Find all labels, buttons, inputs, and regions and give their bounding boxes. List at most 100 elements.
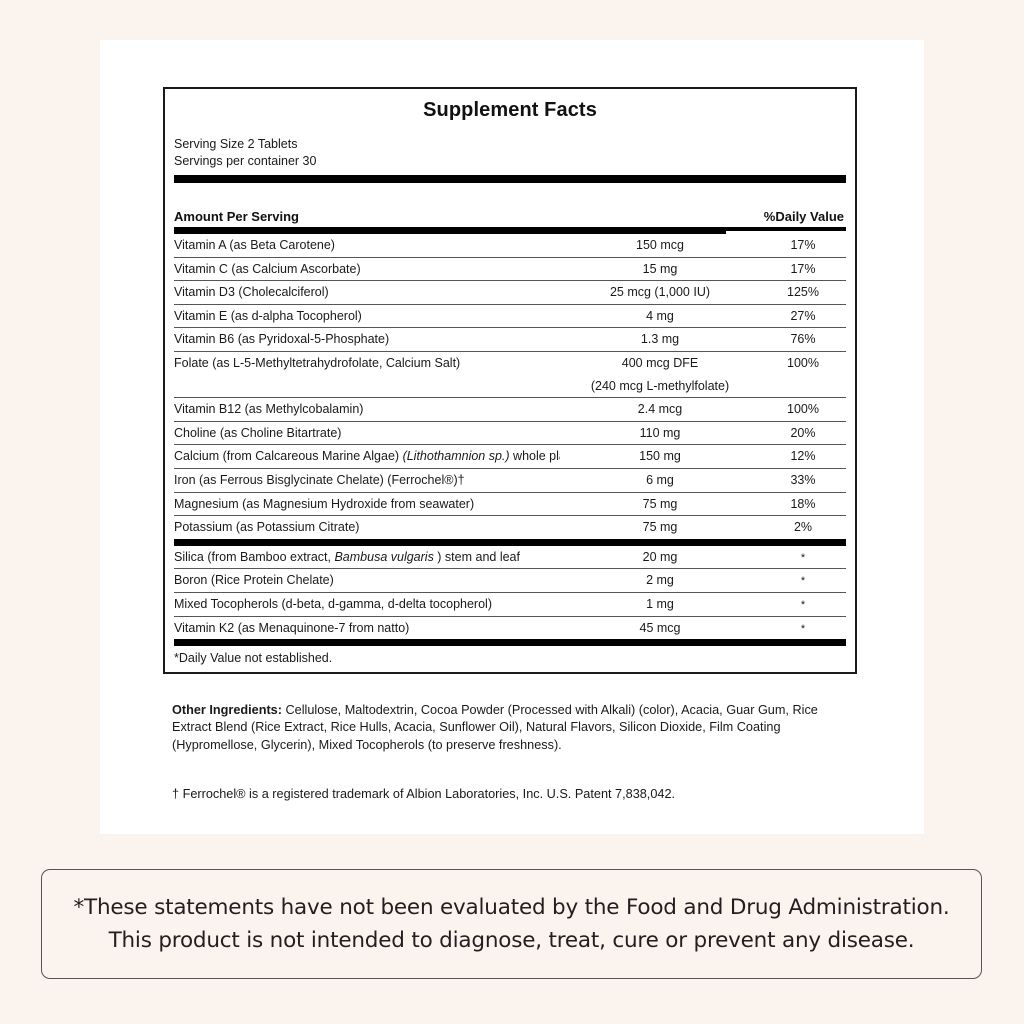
nutrient-dv: 20% — [790, 425, 816, 440]
nutrient-amount: 75 mg — [642, 496, 678, 511]
nutrient-name: Folate (as L-5-Methyltetrahydrofolate, C… — [174, 355, 461, 370]
servings-per-container: Servings per container 30 — [174, 153, 317, 168]
nutrient-dv: 17% — [790, 238, 816, 252]
panel-title: Supplement Facts — [423, 99, 597, 121]
nutrient-dv: 18% — [790, 496, 816, 511]
row-divider — [174, 444, 846, 446]
nutrient-name: Vitamin B12 (as Methylcobalamin) — [174, 402, 364, 417]
table-row: Silica (from Bamboo extract, Bambusa vul… — [174, 546, 846, 569]
fda-disclaimer-box: *These statements have not been evaluate… — [41, 869, 982, 979]
table-row: Calcium (from Calcareous Marine Algae) (… — [174, 445, 846, 468]
row-divider — [174, 303, 846, 305]
other-ingredients-label: Other Ingredients: — [172, 703, 282, 717]
nutrient-name: Vitamin A (as Beta Carotene) — [174, 238, 335, 252]
table-row: Magnesium (as Magnesium Hydroxide from s… — [174, 493, 846, 516]
serving-size: Serving Size 2 Tablets — [174, 137, 298, 151]
nutrient-amount: 15 mg — [642, 261, 678, 276]
nutrient-amount: 25 mcg (1,000 IU) — [609, 285, 711, 300]
nutrient-amount: 400 mcg DFE — [621, 355, 699, 370]
column-header-row: Amount Per Serving %Daily Value — [174, 209, 846, 227]
no-dv-rows: Silica (from Bamboo extract, Bambusa vul… — [174, 546, 846, 639]
row-divider — [174, 256, 846, 258]
nutrient-amount: 4 mg — [646, 308, 674, 323]
nutrient-amount: 150 mcg — [636, 238, 684, 252]
table-row: Iron (as Ferrous Bisglycinate Chelate) (… — [174, 469, 846, 492]
nutrient-amount: 1.3 mg — [640, 332, 680, 347]
row-divider — [174, 615, 846, 617]
supplement-facts-panel: Supplement Facts Serving Size 2 Tablets … — [163, 87, 857, 675]
amount-per-serving-header: Amount Per Serving — [174, 209, 299, 224]
table-row: Mixed Tocopherols (d-beta, d-gamma, d-de… — [174, 593, 846, 616]
nutrient-dv: 33% — [790, 472, 816, 487]
nutrient-dv: 2% — [793, 520, 813, 535]
nutrient-name: Iron (as Ferrous Bisglycinate Chelate) (… — [174, 472, 465, 487]
nutrient-amount: 1 mg — [646, 596, 674, 611]
nutrient-subnote: (240 mcg L-methylfolate) — [590, 378, 730, 393]
nutrient-dv: 27% — [790, 308, 816, 323]
daily-value-footnote: *Daily Value not established. — [174, 651, 333, 666]
table-subrow: (240 mcg L-methylfolate) — [174, 375, 846, 398]
nutrient-dv: 12% — [790, 449, 816, 464]
nutrient-amount: 2 mg — [646, 573, 674, 588]
other-ingredients-text: Cellulose, Maltodextrin, Cocoa Powder (P… — [172, 703, 818, 752]
row-divider — [174, 280, 846, 282]
nutrient-dv: 100% — [787, 402, 819, 417]
disclaimer-line-1: *These statements have not been evaluate… — [73, 895, 950, 920]
nutrient-dv: * — [800, 598, 806, 611]
row-divider — [174, 591, 846, 593]
nutrient-dv: * — [800, 575, 806, 588]
disclaimer-line-2: This product is not intended to diagnose… — [108, 928, 915, 953]
nutrient-amount: 110 mg — [639, 425, 681, 440]
table-row: Vitamin A (as Beta Carotene) 150 mcg 17% — [174, 234, 846, 257]
row-divider — [174, 568, 846, 570]
nutrient-name: Boron (Rice Protein Chelate) — [174, 573, 334, 588]
row-divider — [174, 420, 846, 422]
table-row: Choline (as Choline Bitartrate) 110 mg 2… — [174, 422, 846, 445]
nutrient-rows: Vitamin A (as Beta Carotene) 150 mcg 17%… — [174, 234, 846, 539]
divider-thick-bottom — [174, 639, 846, 647]
nutrient-name: Vitamin C (as Calcium Ascorbate) — [174, 261, 361, 276]
nutrient-name: Vitamin K2 (as Menaquinone-7 from natto) — [174, 620, 410, 635]
trademark-note: † Ferrochel® is a registered trademark o… — [172, 787, 676, 801]
divider-under-header — [174, 227, 846, 234]
nutrient-name: Mixed Tocopherols (d-beta, d-gamma, d-de… — [174, 596, 492, 611]
nutrient-name: Silica (from Bamboo extract, Bambusa vul… — [174, 549, 520, 564]
nutrient-dv: 100% — [787, 355, 819, 370]
nutrient-name: Vitamin B6 (as Pyridoxal-5-Phosphate) — [174, 332, 390, 347]
nutrient-dv: * — [800, 622, 806, 635]
divider-thick-top — [174, 175, 846, 183]
divider-thick-middle — [174, 538, 846, 546]
nutrient-name: Vitamin E (as d-alpha Tocopherol) — [174, 308, 362, 323]
other-ingredients: Other Ingredients: Cellulose, Maltodextr… — [172, 702, 854, 754]
nutrient-amount: 75 mg — [642, 520, 678, 535]
table-row: Vitamin B6 (as Pyridoxal-5-Phosphate) 1.… — [174, 328, 846, 351]
table-row: Vitamin E (as d-alpha Tocopherol) 4 mg 2… — [174, 305, 846, 328]
table-row: Vitamin B12 (as Methylcobalamin) 2.4 mcg… — [174, 398, 846, 421]
row-divider — [174, 491, 846, 493]
nutrient-dv: 17% — [790, 261, 816, 276]
nutrient-amount: 2.4 mcg — [637, 402, 683, 417]
row-divider — [174, 350, 846, 352]
nutrient-amount: 150 mg — [639, 449, 681, 464]
label-card: Supplement Facts Serving Size 2 Tablets … — [100, 40, 924, 834]
table-row: Vitamin C (as Calcium Ascorbate) 15 mg 1… — [174, 258, 846, 281]
row-divider — [174, 327, 846, 329]
nutrient-amount: 45 mcg — [639, 620, 681, 635]
nutrient-amount: 6 mg — [646, 472, 674, 487]
row-divider — [174, 397, 846, 399]
nutrient-name: Vitamin D3 (Cholecalciferol) — [174, 285, 329, 300]
nutrient-dv: * — [800, 551, 806, 564]
table-row: Potassium (as Potassium Citrate) 75 mg 2… — [174, 516, 846, 539]
table-row: Vitamin D3 (Cholecalciferol) 25 mcg (1,0… — [174, 281, 846, 304]
nutrient-name: Calcium (from Calcareous Marine Algae) (… — [174, 449, 560, 464]
row-divider — [174, 467, 846, 469]
nutrient-name: Magnesium (as Magnesium Hydroxide from s… — [174, 496, 475, 511]
row-divider — [174, 515, 846, 517]
nutrient-dv: 125% — [787, 285, 819, 300]
nutrient-dv: 76% — [790, 332, 816, 347]
nutrient-amount: 20 mg — [642, 549, 678, 564]
serving-info: Serving Size 2 Tablets Servings per cont… — [174, 126, 846, 169]
table-row: Boron (Rice Protein Chelate) 2 mg * — [174, 569, 846, 592]
nutrient-name: Choline (as Choline Bitartrate) — [174, 425, 342, 440]
